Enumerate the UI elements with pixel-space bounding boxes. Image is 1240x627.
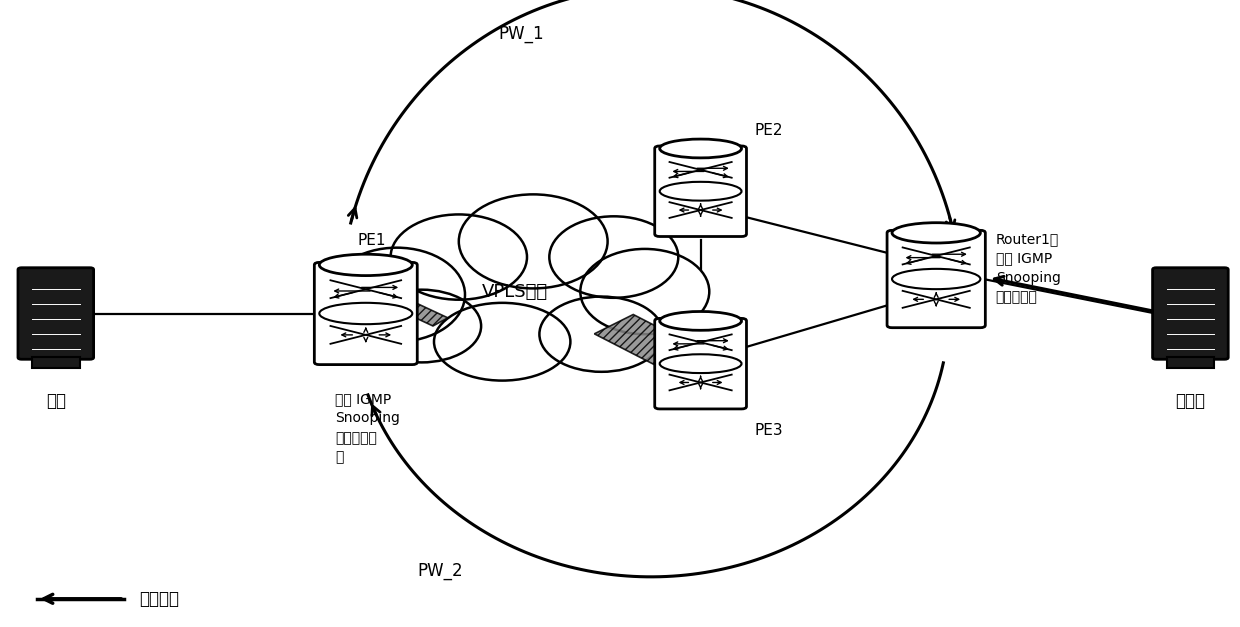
Ellipse shape <box>892 269 981 289</box>
Ellipse shape <box>539 297 663 372</box>
FancyBboxPatch shape <box>17 268 94 359</box>
Text: PE2: PE2 <box>755 123 782 138</box>
Text: 组播源: 组播源 <box>1176 392 1205 410</box>
Ellipse shape <box>319 303 412 324</box>
Ellipse shape <box>329 248 465 342</box>
Ellipse shape <box>892 223 981 243</box>
Ellipse shape <box>660 354 742 373</box>
Ellipse shape <box>434 303 570 381</box>
Text: 使能 IGMP
Snooping
和组播源保
护: 使能 IGMP Snooping 和组播源保 护 <box>335 392 399 465</box>
Text: PE3: PE3 <box>754 423 784 438</box>
Ellipse shape <box>660 312 742 330</box>
Text: Router1：
使能 IGMP
Snooping
和组播复制: Router1： 使能 IGMP Snooping 和组播复制 <box>996 232 1060 305</box>
Text: PW_2: PW_2 <box>418 562 463 579</box>
FancyBboxPatch shape <box>1153 268 1228 359</box>
FancyBboxPatch shape <box>655 146 746 236</box>
FancyBboxPatch shape <box>315 262 417 365</box>
Text: 用户: 用户 <box>46 392 66 410</box>
Ellipse shape <box>580 249 709 334</box>
Ellipse shape <box>459 194 608 288</box>
Text: VPLS网络: VPLS网络 <box>481 283 548 300</box>
Text: PW_1: PW_1 <box>498 26 543 43</box>
Bar <box>1167 357 1214 368</box>
Text: PE1: PE1 <box>358 233 386 248</box>
FancyBboxPatch shape <box>887 230 986 328</box>
Polygon shape <box>393 299 448 326</box>
FancyBboxPatch shape <box>655 319 746 409</box>
Ellipse shape <box>362 290 481 362</box>
Ellipse shape <box>391 214 527 300</box>
Bar <box>32 357 79 368</box>
Ellipse shape <box>319 254 412 276</box>
Polygon shape <box>594 315 711 373</box>
Ellipse shape <box>660 182 742 201</box>
Text: 组播数据: 组播数据 <box>139 590 179 608</box>
Ellipse shape <box>660 139 742 158</box>
Ellipse shape <box>549 216 678 298</box>
